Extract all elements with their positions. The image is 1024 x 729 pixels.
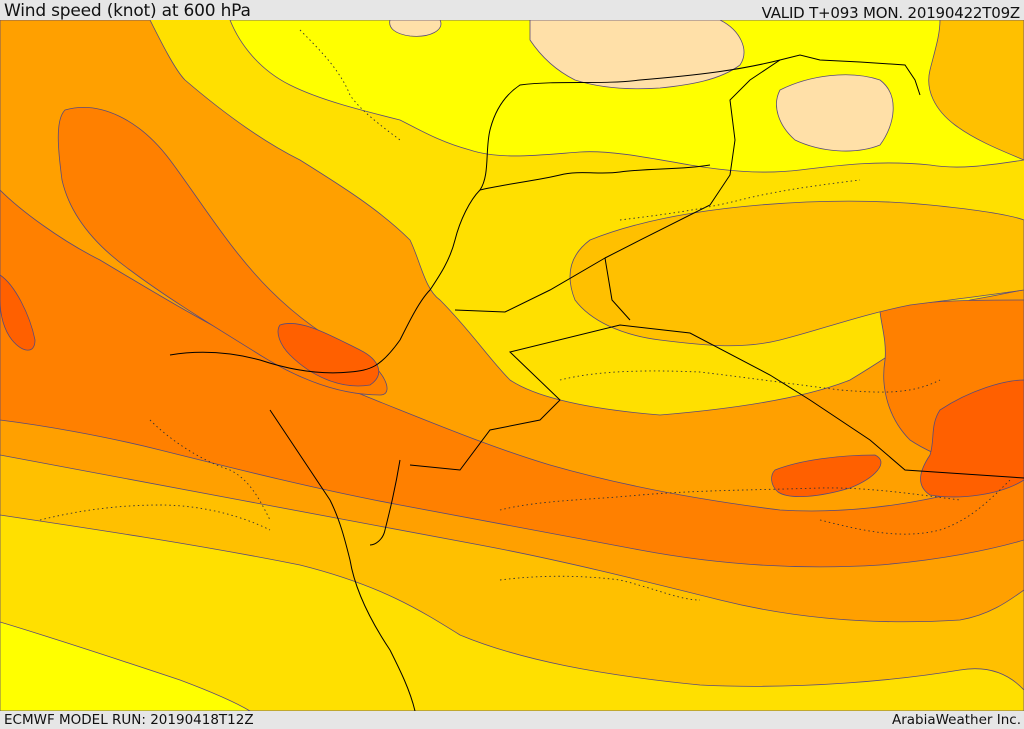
core-west: [0, 274, 36, 351]
coastline-gulf-aqaba: [369, 459, 401, 546]
credit-label: ArabiaWeather Inc.: [891, 712, 1021, 728]
coastline-red-sea: [269, 409, 416, 711]
band-northeast-orange: [928, 20, 1024, 161]
map-title: Wind speed (knot) at 600 hPa: [4, 1, 251, 21]
coastline-mediterranean: [169, 59, 781, 374]
core-southeast: [771, 454, 882, 497]
province-line-8: [819, 479, 1011, 535]
province-line-6: [619, 179, 861, 221]
band-bottom-yellow: [0, 514, 1024, 711]
band-bottom-bright-yellow: [0, 621, 251, 711]
border-syria-iraq: [604, 54, 921, 259]
border-jordan-syria: [454, 257, 631, 321]
wind-speed-map[interactable]: [0, 20, 1024, 711]
core-east: [920, 379, 1024, 498]
header-bar: Wind speed (knot) at 600 hPa VALID T+093…: [0, 0, 1024, 22]
band-north-pale-2: [776, 74, 894, 152]
valid-time-label: VALID T+093 MON. 20190422T09Z: [761, 4, 1021, 22]
band-northwest-streak: [57, 107, 388, 396]
province-line-3: [149, 419, 271, 521]
province-line-7: [299, 29, 401, 141]
core-central: [277, 323, 380, 387]
border-saudi-iraq: [409, 324, 1024, 479]
band-mid-gold: [569, 200, 1024, 347]
band-north-pale-1: [529, 20, 745, 90]
border-turkey-syria: [479, 164, 711, 191]
footer-bar: ECMWF MODEL RUN: 20190418T12Z ArabiaWeat…: [0, 711, 1024, 729]
model-run-label: ECMWF MODEL RUN: 20190418T12Z: [4, 712, 254, 728]
band-north-pale-3: [389, 20, 442, 37]
